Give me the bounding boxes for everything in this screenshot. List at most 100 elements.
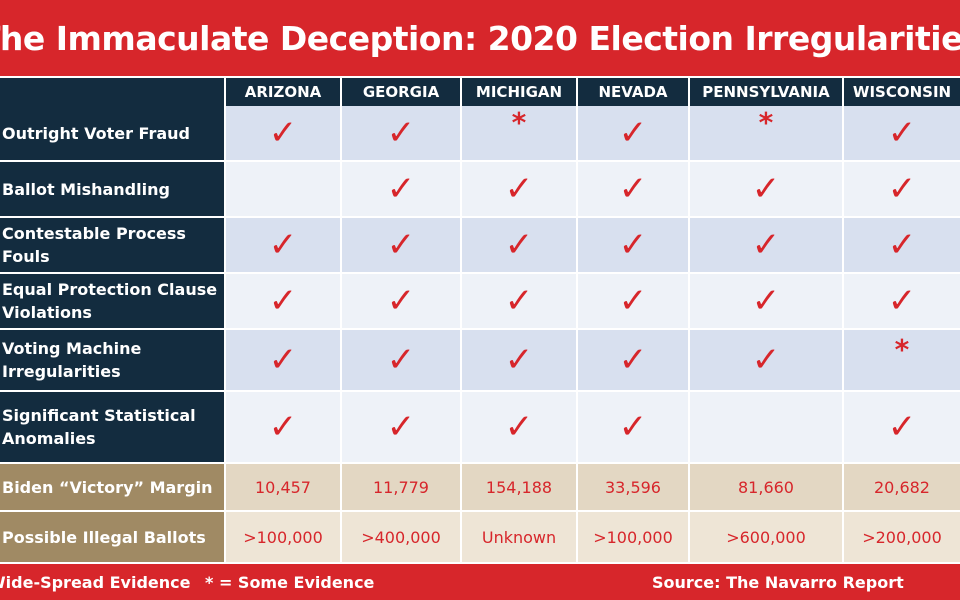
summary-value-cell: 20,682 (842, 464, 960, 512)
column-header-row: ARIZONA GEORGIA MICHIGAN NEVADA PENNSYLVANIA… (0, 76, 960, 106)
evidence-cell: ✓ (224, 218, 340, 274)
legend-star: * = Some Evidence (205, 573, 375, 592)
row-label-line: Anomalies (2, 429, 96, 448)
evidence-cell: ✓ (576, 330, 688, 392)
row-label: Voting Machine Irregularities (0, 330, 224, 392)
row-label-line: Fouls (2, 247, 50, 266)
evidence-cell: ✓ (340, 392, 460, 464)
summary-value: >100,000 (243, 527, 323, 547)
evidence-cell: ✓ (842, 392, 960, 464)
wide-spread-evidence-mark: ✓ (618, 113, 648, 153)
some-evidence-mark: * (894, 333, 910, 366)
evidence-cell: ✓ (576, 392, 688, 464)
evidence-cell: ✓ (340, 162, 460, 218)
evidence-cell: ✓ (340, 218, 460, 274)
summary-value-cell: >100,000 (576, 512, 688, 564)
summary-value-cell: 33,596 (576, 464, 688, 512)
wide-spread-evidence-mark: ✓ (386, 225, 416, 265)
wide-spread-evidence-mark: ✓ (751, 169, 781, 209)
legend-check: Wide-Spread Evidence (0, 573, 191, 592)
row-label: Contestable Process Fouls (0, 218, 224, 274)
row-label-line: Violations (2, 303, 92, 322)
row-label-line: Irregularities (2, 362, 121, 381)
column-header: GEORGIA (340, 78, 460, 106)
evidence-cell: ✓ (460, 218, 576, 274)
summary-value: >400,000 (361, 527, 441, 547)
wide-spread-evidence-mark: ✓ (386, 113, 416, 153)
evidence-cell: ✓ (460, 392, 576, 464)
wide-spread-evidence-mark: ✓ (618, 407, 648, 447)
evidence-cell: ✓ (224, 330, 340, 392)
wide-spread-evidence-mark: ✓ (504, 340, 534, 380)
evidence-cell: ✓ (224, 106, 340, 162)
column-header: PENNSYLVANIA (688, 78, 842, 106)
column-header: ARIZONA (224, 78, 340, 106)
wide-spread-evidence-mark: ✓ (504, 407, 534, 447)
evidence-cell: * (688, 106, 842, 162)
summary-value: >200,000 (862, 527, 942, 547)
evidence-cell: ✓ (576, 106, 688, 162)
wide-spread-evidence-mark: ✓ (386, 340, 416, 380)
evidence-cell: ✓ (224, 274, 340, 330)
evidence-cell (688, 392, 842, 464)
evidence-cell: ✓ (576, 162, 688, 218)
wide-spread-evidence-mark: ✓ (618, 225, 648, 265)
wide-spread-evidence-mark: ✓ (268, 281, 298, 321)
wide-spread-evidence-mark: ✓ (887, 407, 917, 447)
summary-value: 11,779 (373, 477, 429, 497)
row-label-line: Outright Voter Fraud (2, 123, 190, 143)
evidence-cell: ✓ (842, 106, 960, 162)
summary-value: >100,000 (593, 527, 673, 547)
evidence-cell: ✓ (688, 330, 842, 392)
column-header: MICHIGAN (460, 78, 576, 106)
wide-spread-evidence-mark: ✓ (504, 225, 534, 265)
evidence-cell: * (460, 106, 576, 162)
summary-value-cell: >200,000 (842, 512, 960, 564)
evidence-cell: ✓ (576, 218, 688, 274)
wide-spread-evidence-mark: ✓ (504, 281, 534, 321)
wide-spread-evidence-mark: ✓ (268, 225, 298, 265)
wide-spread-evidence-mark: ✓ (887, 281, 917, 321)
wide-spread-evidence-mark: ✓ (887, 169, 917, 209)
summary-value: 20,682 (874, 477, 930, 497)
evidence-cell: ✓ (340, 274, 460, 330)
evidence-cell: ✓ (842, 162, 960, 218)
summary-value-cell: >100,000 (224, 512, 340, 564)
evidence-cell: ✓ (688, 274, 842, 330)
wide-spread-evidence-mark: ✓ (386, 407, 416, 447)
evidence-cell: ✓ (688, 218, 842, 274)
chart-title: The Immaculate Deception: 2020 Election … (0, 18, 960, 58)
row-label-line: Voting Machine (2, 339, 142, 358)
evidence-cell: ✓ (842, 218, 960, 274)
wide-spread-evidence-mark: ✓ (268, 113, 298, 153)
summary-value: 10,457 (255, 477, 311, 497)
footer-bar: Wide-Spread Evidence * = Some Evidence S… (0, 564, 960, 600)
wide-spread-evidence-mark: ✓ (386, 169, 416, 209)
evidence-cell: ✓ (340, 330, 460, 392)
summary-row-label: Biden “Victory” Margin (0, 464, 224, 512)
evidence-cell: ✓ (224, 392, 340, 464)
wide-spread-evidence-mark: ✓ (751, 281, 781, 321)
summary-value: Unknown (481, 527, 557, 547)
evidence-cell: ✓ (688, 162, 842, 218)
summary-value: 33,596 (605, 477, 661, 497)
summary-value-cell: 11,779 (340, 464, 460, 512)
row-label: Outright Voter Fraud (0, 106, 224, 162)
wide-spread-evidence-mark: ✓ (887, 225, 917, 265)
wide-spread-evidence-mark: ✓ (751, 340, 781, 380)
some-evidence-mark: * (511, 106, 527, 139)
evidence-cell: ✓ (340, 106, 460, 162)
header-corner (0, 78, 224, 106)
evidence-cell: ✓ (460, 274, 576, 330)
row-label-line: Contestable Process (2, 224, 186, 243)
summary-value-cell: >600,000 (688, 512, 842, 564)
wide-spread-evidence-mark: ✓ (618, 281, 648, 321)
column-header: WISCONSIN (842, 78, 960, 106)
summary-value-cell: 81,660 (688, 464, 842, 512)
evidence-cell: ✓ (842, 274, 960, 330)
wide-spread-evidence-mark: ✓ (618, 340, 648, 380)
some-evidence-mark: * (758, 106, 774, 139)
evidence-cell (224, 162, 340, 218)
row-label-line: Equal Protection Clause (2, 280, 218, 299)
evidence-cell: ✓ (460, 162, 576, 218)
